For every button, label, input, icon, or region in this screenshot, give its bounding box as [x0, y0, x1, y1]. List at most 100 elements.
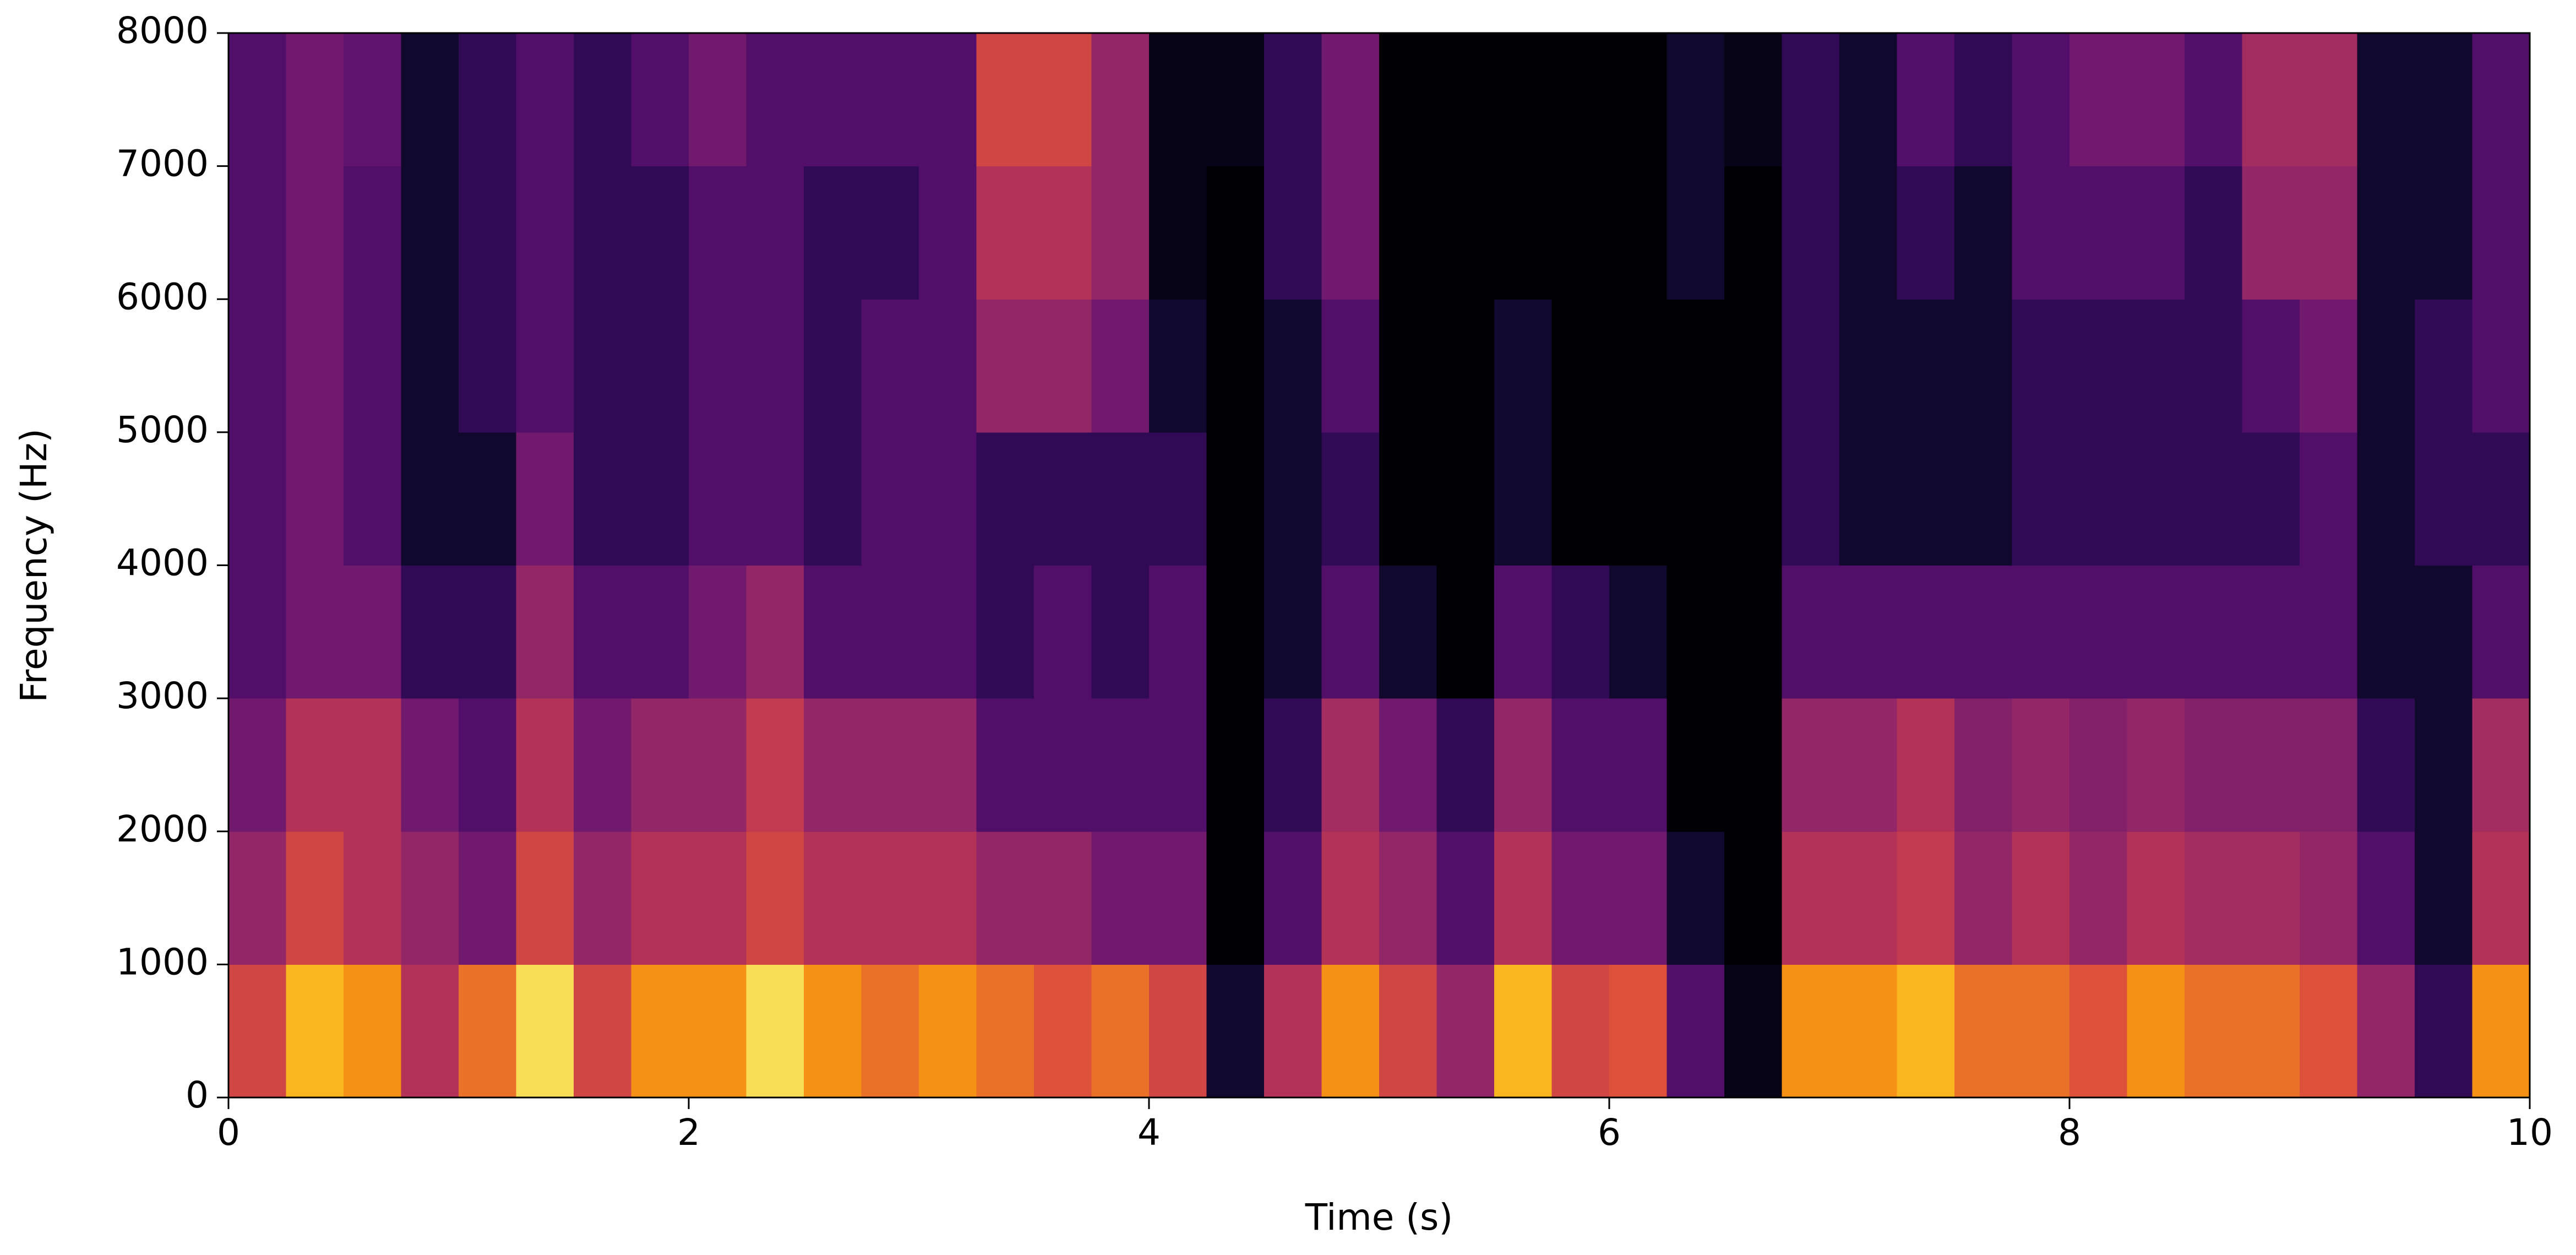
spectrogram-cell	[2012, 432, 2070, 566]
spectrogram-cell	[1149, 299, 1207, 433]
spectrogram-cell	[1379, 565, 1437, 699]
spectrogram-cell	[689, 33, 747, 167]
spectrogram-cell	[804, 964, 862, 1098]
spectrogram-cell	[804, 299, 862, 433]
spectrogram-cell	[2069, 831, 2127, 965]
spectrogram-cell	[1782, 299, 1840, 433]
spectrogram-cell	[1609, 831, 1667, 965]
spectrogram-cell	[2357, 698, 2415, 832]
spectrogram-cell	[574, 299, 631, 433]
spectrogram-cell	[1264, 698, 1322, 832]
spectrogram-cell	[2300, 698, 2357, 832]
spectrogram-cell	[861, 432, 919, 566]
spectrogram-cell	[228, 166, 286, 300]
spectrogram-cell	[1034, 964, 1092, 1098]
spectrogram-cell	[1609, 299, 1667, 433]
spectrogram-cell	[459, 33, 516, 167]
y-tick-label: 3000	[116, 675, 209, 717]
spectrogram-cell	[401, 166, 459, 300]
spectrogram-cell	[1494, 831, 1552, 965]
spectrogram-cell	[286, 33, 344, 167]
spectrogram-cell	[574, 166, 631, 300]
spectrogram-cell	[1724, 33, 1782, 167]
spectrogram-cell	[861, 964, 919, 1098]
spectrogram-cell	[2472, 33, 2530, 167]
spectrogram-cell	[861, 831, 919, 965]
spectrogram-cell	[746, 964, 804, 1098]
spectrogram-cell	[804, 698, 862, 832]
x-tick-label: 6	[1598, 1111, 1621, 1154]
spectrogram-cell	[1264, 432, 1322, 566]
spectrogram-cell	[286, 166, 344, 300]
spectrogram-cell	[861, 299, 919, 433]
spectrogram-cell	[2127, 432, 2185, 566]
spectrogram-cell	[1034, 565, 1092, 699]
spectrogram-cell	[976, 831, 1034, 965]
spectrogram-cell	[344, 166, 401, 300]
spectrogram-cell	[1666, 831, 1725, 965]
spectrogram-cell	[976, 565, 1034, 699]
spectrogram-cell	[2472, 432, 2530, 566]
spectrogram-cell	[228, 33, 286, 167]
spectrogram-cell	[746, 432, 804, 566]
spectrogram-cell	[1954, 299, 2012, 433]
spectrogram-cell	[919, 166, 977, 300]
spectrogram-cell	[919, 565, 977, 699]
spectrogram-cell	[1494, 565, 1552, 699]
y-axis-label: Frequency (Hz)	[13, 428, 55, 703]
spectrogram-cell	[1206, 964, 1265, 1098]
spectrogram-cell	[2012, 964, 2070, 1098]
spectrogram-cell	[1724, 831, 1782, 965]
spectrogram-cell	[689, 166, 747, 300]
spectrogram-cell	[1897, 299, 1955, 433]
x-tick-label: 10	[2507, 1111, 2553, 1154]
spectrogram-cell	[2069, 33, 2127, 167]
spectrogram-cell	[1724, 964, 1782, 1098]
spectrogram-cell	[689, 964, 747, 1098]
spectrogram-cell	[1551, 964, 1610, 1098]
spectrogram-cell	[2185, 166, 2242, 300]
spectrogram-cell	[2069, 565, 2127, 699]
spectrogram-cell	[401, 565, 459, 699]
spectrogram-cell	[631, 565, 689, 699]
spectrogram-cell	[2357, 299, 2415, 433]
spectrogram-cell	[1206, 698, 1265, 832]
spectrogram-cell	[804, 166, 862, 300]
spectrogram-cell	[286, 565, 344, 699]
spectrogram-cell	[746, 698, 804, 832]
spectrogram-cell	[861, 33, 919, 167]
spectrogram-cell	[1782, 166, 1840, 300]
spectrogram-cell	[746, 166, 804, 300]
spectrogram-cell	[689, 565, 747, 699]
spectrogram-cell	[1149, 831, 1207, 965]
spectrogram-cell	[2415, 831, 2472, 965]
spectrogram-cell	[1897, 166, 1955, 300]
spectrogram-cell	[1954, 565, 2012, 699]
spectrogram-cell	[689, 432, 747, 566]
spectrogram-cell	[1782, 432, 1840, 566]
spectrogram-cell	[1551, 432, 1610, 566]
spectrogram-cell	[459, 565, 516, 699]
spectrogram-cell	[1321, 166, 1380, 300]
spectrogram-cell	[574, 33, 631, 167]
spectrogram-cell	[2127, 565, 2185, 699]
spectrogram-cell	[2300, 166, 2357, 300]
spectrogram-cell	[344, 698, 401, 832]
spectrogram-cell	[2185, 964, 2242, 1098]
spectrogram-cell	[344, 299, 401, 433]
spectrogram-cell	[1436, 698, 1495, 832]
spectrogram-cell	[1379, 964, 1437, 1098]
spectrogram-cell	[1839, 33, 1897, 167]
spectrogram-cell	[976, 698, 1034, 832]
spectrogram-cell	[1321, 831, 1380, 965]
spectrogram-cell	[228, 432, 286, 566]
spectrogram-cell	[1264, 964, 1322, 1098]
spectrogram-cell	[1264, 565, 1322, 699]
spectrogram-cell	[1666, 698, 1725, 832]
spectrogram-cell	[286, 432, 344, 566]
spectrogram-cell	[976, 299, 1034, 433]
spectrogram-cell	[2127, 831, 2185, 965]
spectrogram-cell	[2069, 698, 2127, 832]
spectrogram-cell	[286, 299, 344, 433]
spectrogram-cell	[919, 33, 977, 167]
